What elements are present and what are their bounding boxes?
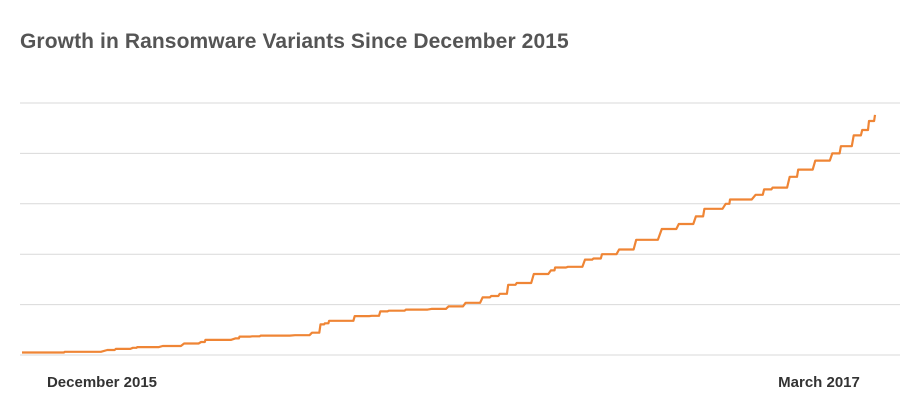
x-tick-label: December 2015: [47, 374, 157, 391]
x-tick-label: March 2017: [778, 374, 860, 391]
series-layer: [22, 114, 877, 354]
x-axis-ticks: December 2015 March 2017: [47, 374, 860, 391]
series-line: [22, 114, 877, 354]
chart-title: Growth in Ransomware Variants Since Dece…: [20, 30, 569, 53]
gridlines: [20, 102, 900, 356]
